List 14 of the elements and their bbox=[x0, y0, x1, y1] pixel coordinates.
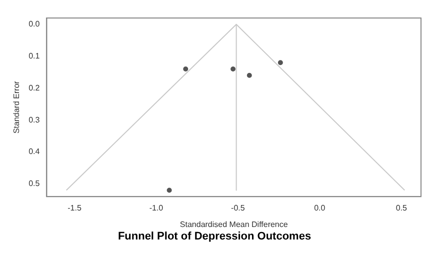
y-tick-label: 0.1 bbox=[28, 51, 40, 60]
y-tick-label: 0.5 bbox=[28, 179, 40, 188]
x-tick-label: -0.5 bbox=[231, 204, 246, 213]
x-tick-label: -1.5 bbox=[68, 204, 82, 213]
y-tick-label: 0.0 bbox=[28, 20, 40, 29]
x-axis-title: Standardised Mean Difference bbox=[180, 220, 288, 230]
y-tick-label: 0.2 bbox=[28, 83, 40, 92]
text: Funnel Plot of Depression Outcomes bbox=[118, 230, 312, 242]
y-tick-label: 0.4 bbox=[28, 147, 40, 156]
x-tick-label: 0.5 bbox=[396, 204, 408, 213]
y-tick-label: 0.3 bbox=[28, 115, 40, 124]
x-tick-label: -1.0 bbox=[149, 204, 164, 213]
y-axis-title: Standard Error bbox=[12, 80, 22, 134]
x-tick-label: 0.0 bbox=[314, 204, 326, 213]
